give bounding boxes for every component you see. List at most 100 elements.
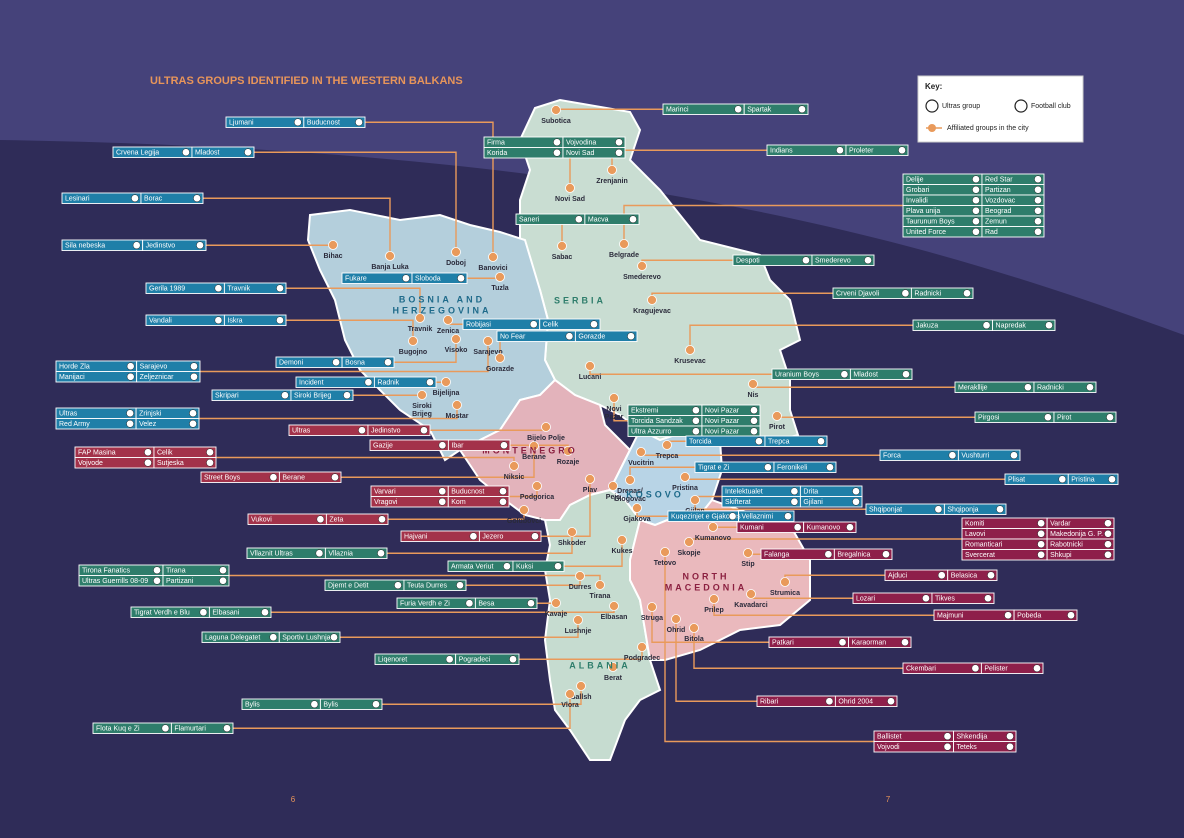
club-icon xyxy=(1006,732,1014,741)
group-box: Horde Zla Sarajevo Manijaci Zeljeznicar xyxy=(55,360,201,383)
club-name: Sloboda xyxy=(415,276,441,283)
ultras-name: Romanticari xyxy=(965,542,1003,549)
city-label: Mostar xyxy=(446,413,469,420)
city-dot xyxy=(495,353,505,363)
city-dot xyxy=(551,105,561,115)
city-dot xyxy=(647,295,657,305)
city-label: Pazar xyxy=(605,414,624,421)
club-icon xyxy=(846,523,854,532)
city-dot xyxy=(557,241,567,251)
city-dot xyxy=(451,247,461,257)
city-label: Bugojno xyxy=(399,349,427,356)
key-dot xyxy=(928,124,936,132)
group-box: Kumani Kumanovo xyxy=(736,521,857,533)
club-name: Vojvodina xyxy=(566,140,596,147)
city-label: Kragujevac xyxy=(633,308,671,315)
city-label: Novi xyxy=(606,406,621,413)
ultras-name: Bylis xyxy=(245,702,260,709)
ultras-icon xyxy=(840,370,849,379)
ultras-icon xyxy=(922,594,930,603)
ultras-icon xyxy=(199,608,208,617)
club-cell xyxy=(319,698,383,710)
city-dot xyxy=(685,345,695,355)
city-label: Tirana xyxy=(590,593,611,600)
club-name: Iskra xyxy=(227,318,242,325)
group-box: Crvena Legija Mladost xyxy=(112,146,255,158)
group-box: Crveni Djavoli Radnicki xyxy=(832,287,974,299)
club-icon xyxy=(887,697,895,706)
city-dot xyxy=(585,474,595,484)
club-icon xyxy=(1104,540,1112,549)
group-box: Varvari Buducnost Vragovi Kom xyxy=(370,485,510,508)
club-icon xyxy=(223,724,231,733)
club-name: Partizani xyxy=(166,578,194,585)
ultras-icon xyxy=(465,599,474,608)
city-dot xyxy=(708,522,718,532)
club-cell xyxy=(1013,609,1078,621)
city-label: Banovici xyxy=(478,265,507,272)
city-dot xyxy=(532,481,542,491)
city-dot xyxy=(608,662,618,672)
ultras-icon xyxy=(934,505,943,514)
ultras-icon xyxy=(153,566,161,575)
club-icon xyxy=(206,458,214,467)
group-box: Ballistet Shkendija Vojvodi Teteks xyxy=(873,730,1017,753)
ultras-name: Fukare xyxy=(345,276,367,283)
club-icon xyxy=(852,487,860,496)
club-icon xyxy=(984,594,992,603)
city-label: Pirot xyxy=(769,424,786,431)
group-box: Ultras Jedinstvo xyxy=(288,424,431,436)
group-box: Kuqezinjet e Gjakoves Vellaznimi xyxy=(667,510,795,522)
ultras-icon xyxy=(692,406,700,415)
club-icon xyxy=(527,599,535,608)
connector xyxy=(340,620,579,638)
club-icon xyxy=(1045,321,1053,330)
ultras-name: Vragovi xyxy=(374,499,398,506)
city-dot xyxy=(637,642,647,652)
map-title: ULTRAS GROUPS IDENTIFIED IN THE WESTERN … xyxy=(150,75,463,87)
club-icon xyxy=(276,284,284,293)
club-icon xyxy=(355,118,363,127)
city-label: Plav xyxy=(583,487,598,494)
country-label: MONTENEGRO xyxy=(482,445,578,455)
ultras-icon xyxy=(445,655,454,664)
group-box: Incident Radnik xyxy=(295,376,437,388)
group-box: Laguna Delegatet Sportiv Lushnja xyxy=(201,631,341,643)
club-cell xyxy=(943,503,1007,515)
club-name: Belasica xyxy=(951,573,978,580)
group-box: Armata Veriut Kuksi xyxy=(447,560,565,572)
page-number: 6 xyxy=(291,795,296,804)
club-cell xyxy=(931,592,995,604)
ultras-name: Delije xyxy=(906,177,924,184)
club-icon xyxy=(206,448,214,457)
city-layer: Subotica Novi Sad Zrenjanin Sabac Belgrade Sm… xyxy=(323,105,800,709)
club-name: Red Star xyxy=(985,177,1013,184)
ultras-icon xyxy=(553,148,561,157)
club-icon xyxy=(798,105,806,114)
club-name: Gjilani xyxy=(803,499,823,506)
connector xyxy=(394,339,457,363)
ultras-icon xyxy=(925,99,939,113)
ultras-name: Kumani xyxy=(740,525,764,532)
city-dot xyxy=(748,379,758,389)
connector xyxy=(693,628,903,669)
ultras-icon xyxy=(438,441,447,450)
city-label: Novi Sad xyxy=(555,196,585,203)
city-dot xyxy=(660,547,670,557)
key-ultras: Ultras group xyxy=(942,103,980,110)
club-cell xyxy=(325,513,389,525)
club-name: Vozdovac xyxy=(985,198,1016,205)
ultras-icon xyxy=(1004,611,1012,620)
city-label: Elbasan xyxy=(601,614,628,621)
ultras-icon xyxy=(972,175,980,184)
ultras-icon xyxy=(126,419,134,428)
city-label: Brijeg xyxy=(412,411,432,418)
connector xyxy=(203,197,391,256)
ultras-icon xyxy=(281,391,289,400)
club-cell xyxy=(403,579,467,591)
club-name: Teuta Durres xyxy=(407,583,448,590)
club-cell xyxy=(743,103,809,115)
club-icon xyxy=(1034,196,1042,205)
group-box: Ckembari Pelister xyxy=(902,662,1044,674)
group-box: Marinci Spartak xyxy=(662,103,809,115)
